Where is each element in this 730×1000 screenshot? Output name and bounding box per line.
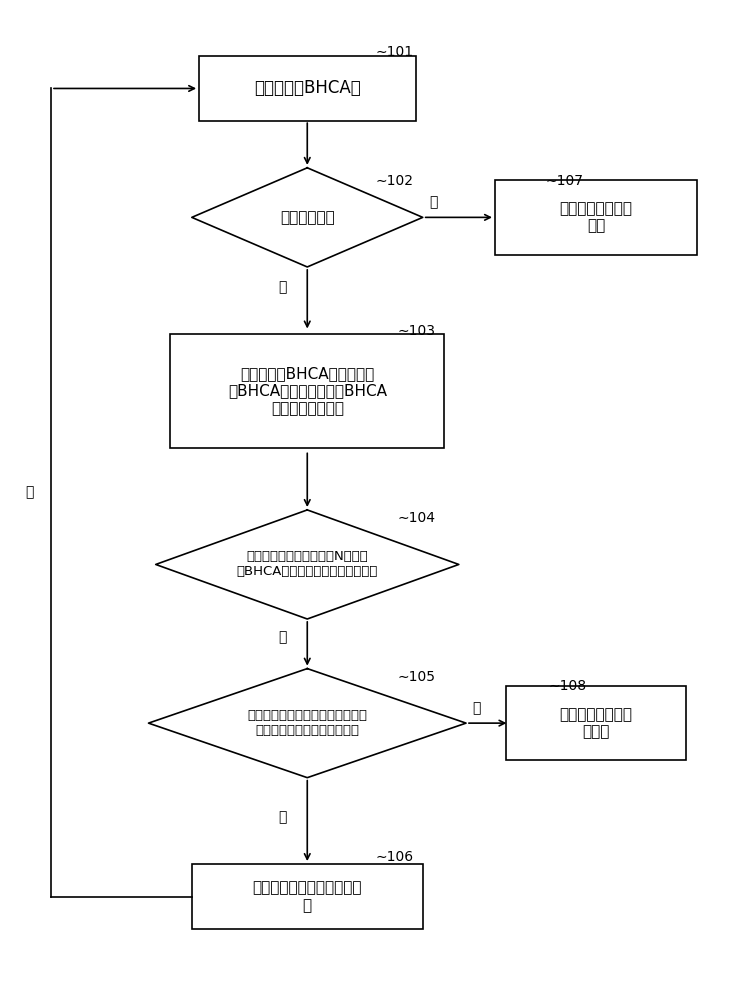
Text: ∼106: ∼106 <box>376 850 414 864</box>
Text: ∼104: ∼104 <box>397 511 436 525</box>
Text: ∼105: ∼105 <box>397 670 436 684</box>
Text: ∼107: ∼107 <box>545 174 583 188</box>
Text: 是否非高峰期: 是否非高峰期 <box>280 210 334 225</box>
FancyBboxPatch shape <box>170 334 445 448</box>
Text: 本周期及本周期之前连续N个周期
的BHCA是否在同一设定取值范围内: 本周期及本周期之前连续N个周期 的BHCA是否在同一设定取值范围内 <box>237 550 378 578</box>
Polygon shape <box>148 669 466 778</box>
Text: 选择开启所有单板
模组: 选择开启所有单板 模组 <box>559 201 632 234</box>
Text: 确定本周期BHCA值小于上周
期BHCA值，确定本周期BHCA
值所属的取值范围: 确定本周期BHCA值小于上周 期BHCA值，确定本周期BHCA 值所属的取值范围 <box>228 366 387 416</box>
FancyBboxPatch shape <box>506 686 686 760</box>
Text: 是: 是 <box>472 701 481 715</box>
Text: 周期性获取BHCA值: 周期性获取BHCA值 <box>254 79 361 97</box>
FancyBboxPatch shape <box>192 864 423 929</box>
FancyBboxPatch shape <box>495 180 697 255</box>
FancyBboxPatch shape <box>199 56 415 121</box>
Polygon shape <box>155 510 459 619</box>
Text: 是: 是 <box>278 630 286 644</box>
Text: ∼103: ∼103 <box>397 324 436 338</box>
Text: 是: 是 <box>278 280 286 294</box>
Text: 选择关闭相应比例的单板模
组: 选择关闭相应比例的单板模 组 <box>253 880 362 913</box>
Text: 否: 否 <box>26 486 34 500</box>
Text: ∼101: ∼101 <box>376 45 414 59</box>
Polygon shape <box>192 168 423 267</box>
Text: 判断与所述设定取值范围对应的设
定比例的单板模组是否已关闭: 判断与所述设定取值范围对应的设 定比例的单板模组是否已关闭 <box>247 709 367 737</box>
Text: ∼108: ∼108 <box>549 679 587 693</box>
Text: ∼102: ∼102 <box>376 174 414 188</box>
Text: 否: 否 <box>429 195 438 209</box>
Text: 保持各单板模组状
态不变: 保持各单板模组状 态不变 <box>559 707 632 739</box>
Text: 否: 否 <box>278 810 286 824</box>
